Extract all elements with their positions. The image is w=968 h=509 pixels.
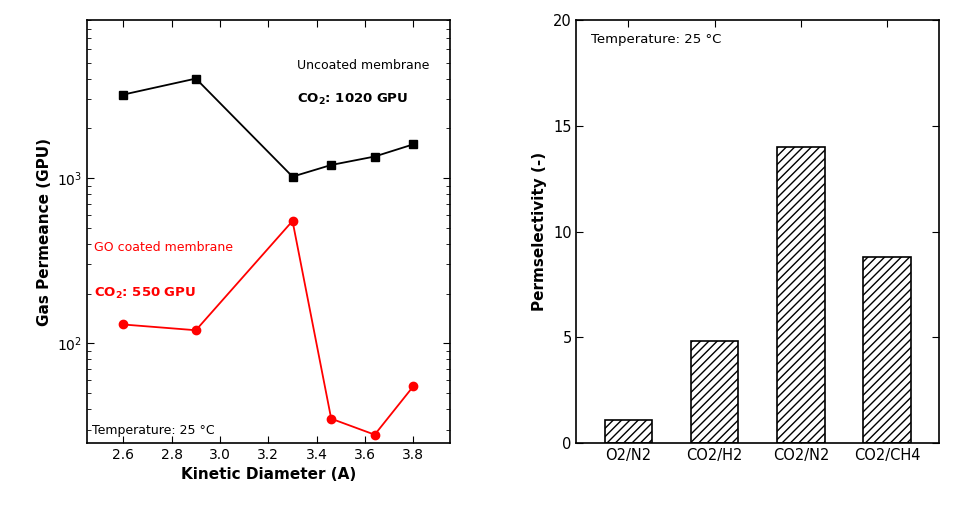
- Text: GO coated membrane: GO coated membrane: [94, 241, 233, 254]
- Text: Temperature: 25 °C: Temperature: 25 °C: [92, 425, 215, 437]
- Bar: [863, 257, 911, 443]
- Text: $\mathbf{CO_2}$: $\mathbf{1020\ GPU}$: $\mathbf{CO_2}$: $\mathbf{1020\ GPU}$: [297, 92, 408, 107]
- Text: Temperature: 25 °C: Temperature: 25 °C: [591, 33, 721, 46]
- Y-axis label: Gas Permeance (GPU): Gas Permeance (GPU): [37, 137, 51, 326]
- X-axis label: Kinetic Diameter (A): Kinetic Diameter (A): [181, 467, 356, 482]
- Text: $\mathbf{CO_2}$: $\mathbf{550\ GPU}$: $\mathbf{CO_2}$: $\mathbf{550\ GPU}$: [94, 286, 197, 301]
- Bar: [605, 419, 652, 443]
- Bar: [691, 342, 739, 443]
- Bar: [777, 147, 825, 443]
- Y-axis label: Permselectivity (-): Permselectivity (-): [532, 152, 547, 311]
- Text: Uncoated membrane: Uncoated membrane: [297, 59, 430, 72]
